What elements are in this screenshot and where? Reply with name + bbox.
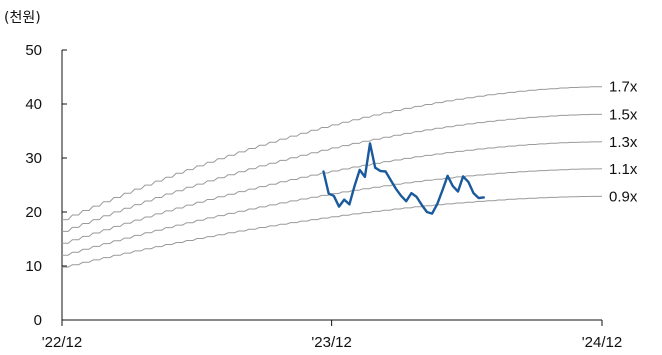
price-series <box>322 142 485 215</box>
band-line <box>62 141 603 244</box>
band-line <box>62 86 603 221</box>
y-tick-label: 20 <box>25 204 42 221</box>
x-tick-label: '22/12 <box>42 334 82 351</box>
y-tick-label: 30 <box>25 150 42 167</box>
pbr-bands: 1.7x 1.5x 1.3x 1.1x 0.9x <box>62 79 638 268</box>
y-tick-label: 10 <box>25 258 42 275</box>
x-tick-label: '23/12 <box>311 334 351 351</box>
band-label: 1.1x <box>609 161 638 178</box>
band-label: 1.3x <box>609 134 638 151</box>
y-tick-label: 0 <box>34 312 42 329</box>
band-line <box>62 195 603 268</box>
band-line <box>62 168 603 256</box>
y-tick-label: 50 <box>25 42 42 59</box>
band-label: 1.5x <box>609 106 638 123</box>
y-axis: 0 10 20 30 40 50 <box>25 42 67 329</box>
price-line <box>322 142 485 215</box>
x-tick-label: '24/12 <box>582 334 622 351</box>
band-label: 0.9x <box>609 188 638 205</box>
band-line <box>62 113 603 232</box>
x-axis: '22/12 '23/12 '24/12 <box>42 319 622 351</box>
y-tick-label: 40 <box>25 96 42 113</box>
unit-label: (천원) <box>4 10 41 26</box>
band-label: 1.7x <box>609 79 638 96</box>
